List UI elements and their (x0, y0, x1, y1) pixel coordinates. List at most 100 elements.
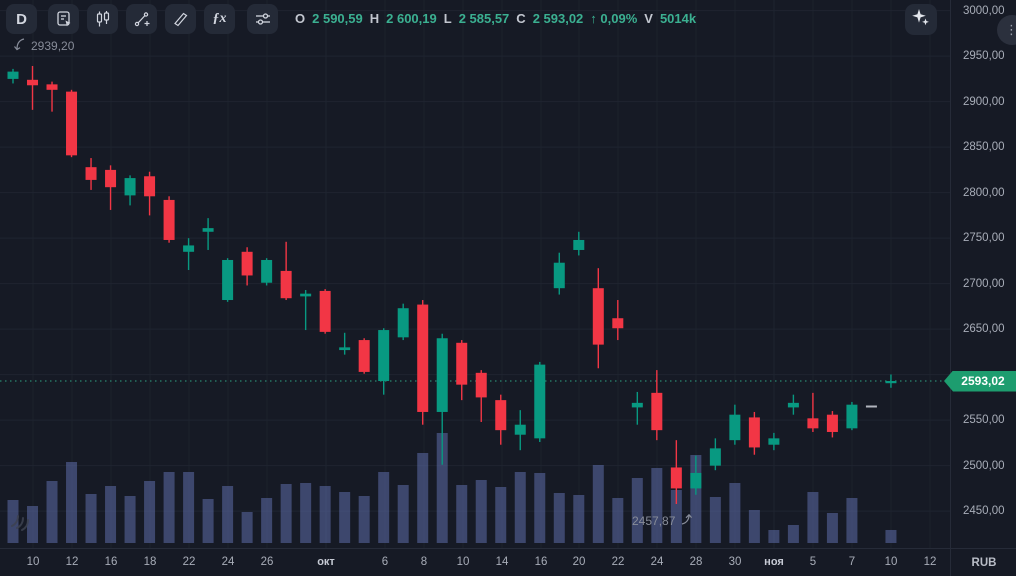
price-axis-label: 2650,00 (963, 323, 1005, 336)
volume-bar (729, 483, 741, 543)
volume-bar (553, 493, 565, 543)
fx-icon: ƒx (212, 11, 227, 26)
candle-body (436, 338, 448, 412)
candle-body (202, 228, 214, 232)
volume-bar (885, 529, 897, 543)
time-axis-label: 10 (456, 556, 470, 568)
volume-bar (358, 496, 370, 543)
diagonal-line-icon (172, 10, 190, 28)
currency-cell[interactable]: RUB (950, 548, 1016, 576)
more-options-button[interactable]: ⋮ (997, 15, 1016, 45)
candle-body (66, 91, 78, 156)
volume-bar (690, 455, 702, 543)
price-axis-label: 2950,00 (963, 50, 1005, 63)
candle-body (144, 176, 156, 197)
candle-body (592, 288, 604, 345)
candle-body (670, 467, 682, 489)
time-axis-label: 14 (495, 556, 509, 568)
chart-style-button[interactable] (87, 4, 118, 34)
volume-label: V (644, 11, 653, 26)
candle-body (456, 342, 468, 385)
volume-bar (85, 494, 97, 543)
volume-bar (748, 510, 760, 543)
order-panel-button[interactable] (48, 4, 79, 34)
price-axis-label: 2700,00 (963, 277, 1005, 290)
candle-body (85, 167, 97, 180)
volume-bar (261, 498, 273, 543)
time-axis-label: 6 (381, 556, 389, 568)
volume-bar (7, 500, 19, 543)
curve-down-arrow-icon (13, 37, 26, 55)
volume-bar (475, 480, 487, 543)
volume-bar (417, 453, 429, 543)
candle-body (105, 169, 117, 188)
timeframe-label: D (16, 10, 27, 28)
volume-bar (807, 492, 819, 543)
chart-toolbar: D (6, 4, 278, 34)
volume-bar (495, 487, 507, 543)
candle-body (475, 372, 487, 398)
time-axis-label: 22 (611, 556, 625, 568)
high-value: 2 600,19 (386, 11, 437, 26)
volume-bar (612, 498, 624, 543)
volume-bar (66, 462, 78, 543)
candle-body (27, 79, 39, 86)
time-axis-label: 28 (689, 556, 703, 568)
volume-bar (144, 481, 156, 543)
current-price-value: 2593,02 (961, 374, 1005, 388)
candle-body (300, 293, 312, 297)
document-cursor-icon (55, 10, 73, 28)
trendline-plus-icon (133, 10, 151, 28)
ohlc-legend: O 2 590,59 H 2 600,19 L 2 585,57 C 2 593… (295, 11, 696, 26)
price-axis-label: 2800,00 (963, 186, 1005, 199)
candle-body (553, 262, 565, 289)
dots-icon: ⋮ (1005, 22, 1016, 37)
curve-up-arrow-icon (680, 513, 693, 529)
currency-label: RUB (971, 557, 997, 569)
volume-bar (105, 486, 117, 543)
open-value: 2 590,59 (312, 11, 363, 26)
volume-bar (846, 498, 858, 543)
flat-candle (865, 405, 877, 408)
time-axis-label: 24 (221, 556, 235, 568)
volume-bar (46, 481, 58, 543)
price-axis-label: 3000,00 (963, 4, 1005, 17)
candle-body (124, 178, 136, 196)
volume-bar (163, 472, 175, 543)
volume-bar (456, 485, 468, 543)
timeframe-button[interactable]: D (6, 4, 37, 34)
volume-bar (709, 497, 721, 543)
broker-logo-watermark (8, 506, 32, 537)
price-axis-label: 2900,00 (963, 95, 1005, 108)
close-value: 2 593,02 (532, 11, 584, 26)
time-axis[interactable]: 10 12 16 18 22 24 26 окт 6 8 10 14 16 20 22 24 28 30 ноя 5 7… (0, 548, 950, 576)
line-tool-button[interactable] (165, 4, 196, 34)
drawing-tool-button[interactable] (126, 4, 157, 34)
time-axis-label: 18 (143, 556, 157, 568)
price-axis-label: 2850,00 (963, 141, 1005, 154)
volume-bar (592, 465, 604, 543)
candle-body (417, 304, 429, 412)
indicators-button[interactable]: ƒx (204, 4, 235, 34)
change-value: ↑ 0,09% (590, 11, 638, 26)
candle-body (339, 347, 351, 351)
volume-bar (397, 485, 409, 543)
price-axis[interactable]: 3000,00 2950,00 2900,00 2850,00 2800,00 2750,… (950, 0, 1016, 548)
period-low-value: 2457,87 (632, 514, 676, 528)
volume-bar (514, 472, 526, 543)
volume-bar (631, 478, 643, 543)
candle-body (807, 418, 819, 429)
time-axis-label: 7 (848, 556, 856, 568)
candle-body (651, 392, 663, 431)
candle-body (573, 239, 585, 250)
candle-body (690, 472, 702, 489)
settings-button[interactable] (247, 4, 278, 34)
candle-body (261, 259, 273, 283)
volume-bar (436, 433, 448, 543)
candlestick-icon (94, 10, 112, 28)
period-high-value: 2939,20 (31, 39, 75, 53)
chart-canvas[interactable] (0, 0, 950, 548)
open-label: O (295, 11, 306, 26)
ai-assistant-button[interactable] (905, 4, 937, 35)
